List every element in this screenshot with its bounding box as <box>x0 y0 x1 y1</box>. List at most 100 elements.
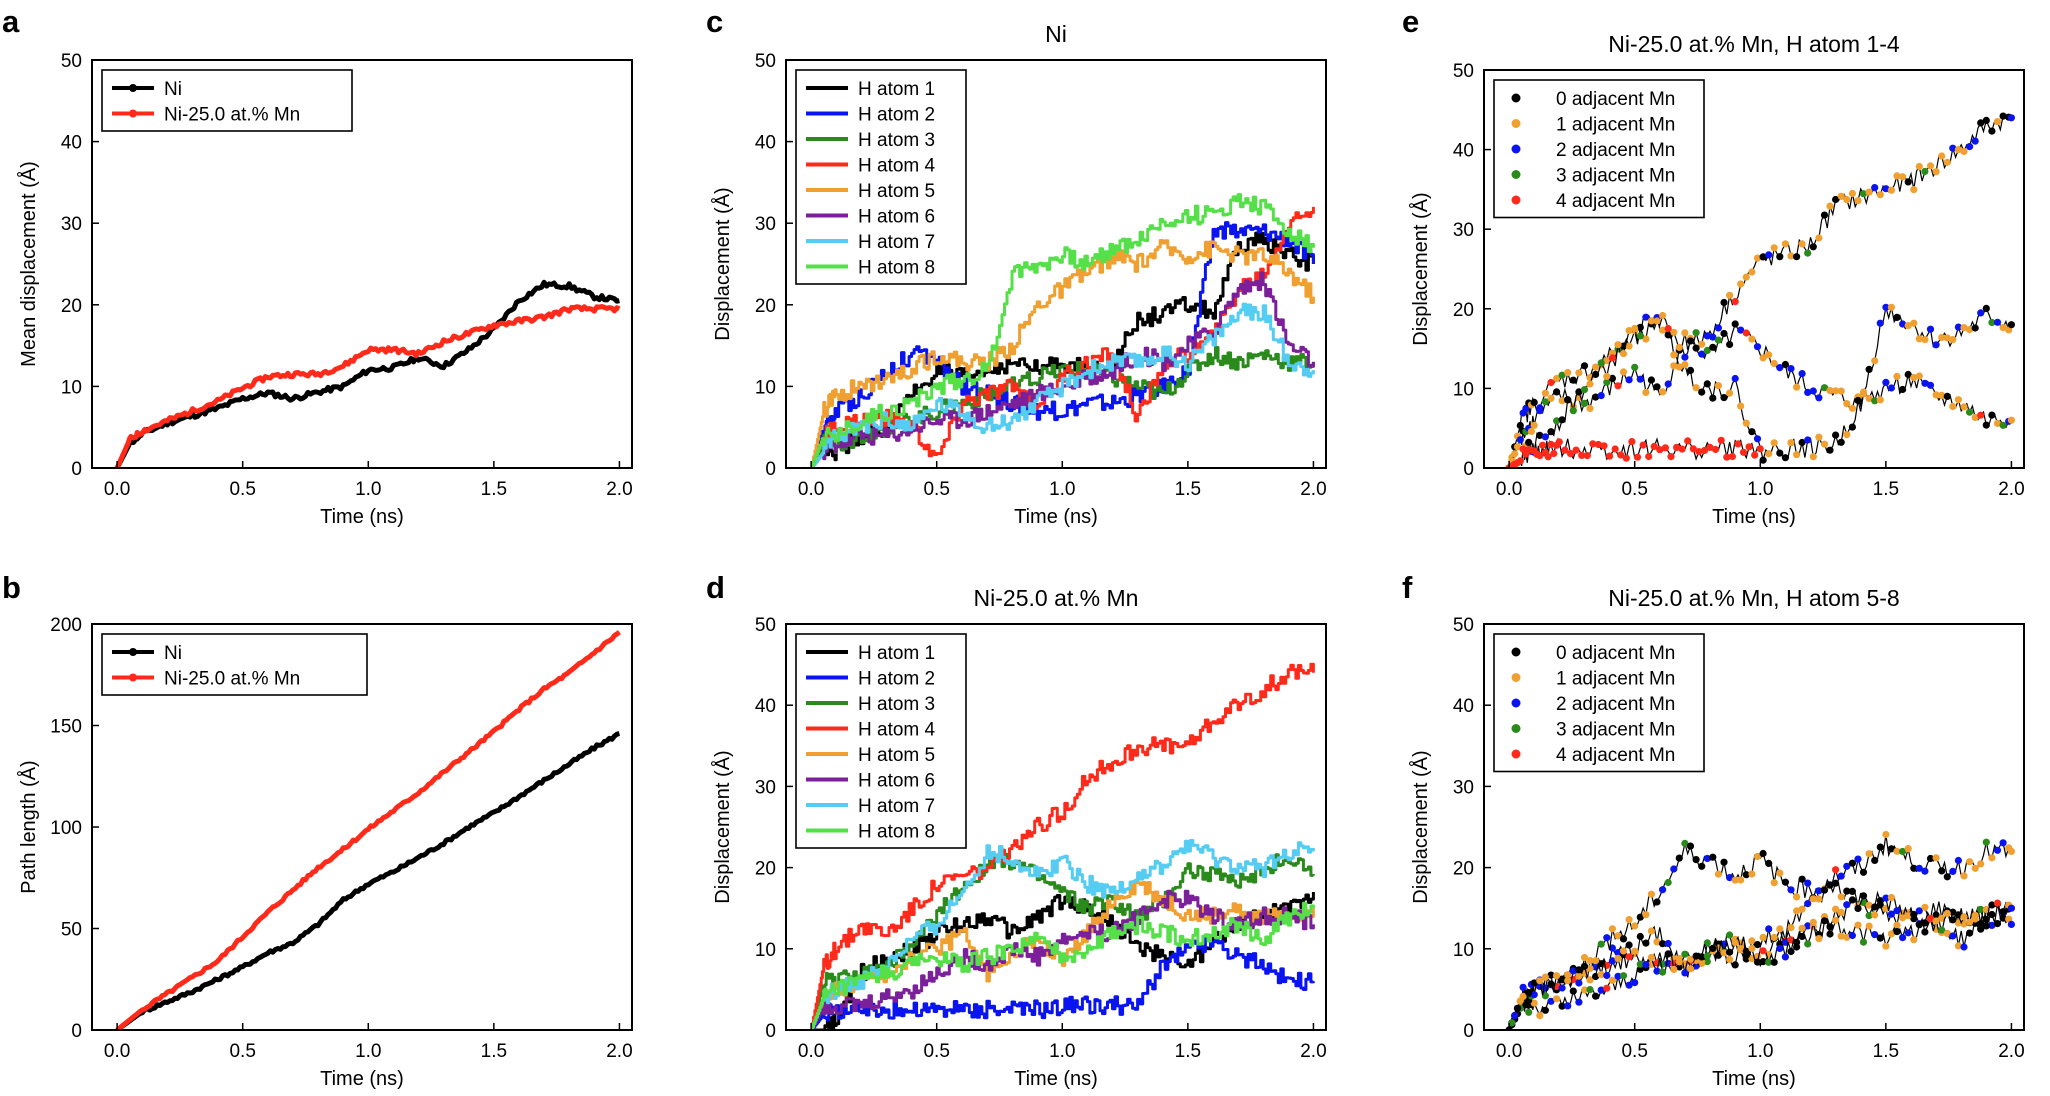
data-point <box>1753 435 1762 443</box>
data-point <box>1592 972 1600 981</box>
data-point <box>1854 904 1862 913</box>
data-point <box>1536 977 1544 985</box>
data-point <box>1982 838 1990 846</box>
data-point <box>1865 394 1873 402</box>
legend-label: H atom 6 <box>858 771 935 792</box>
y-tick-label: 30 <box>1453 220 1474 241</box>
data-point <box>1709 944 1717 953</box>
y-tick-label: 30 <box>1453 777 1474 798</box>
data-point <box>1642 335 1650 343</box>
legend-label: H atom 3 <box>858 130 935 151</box>
data-point <box>1988 901 1996 909</box>
legend-marker <box>1511 749 1521 759</box>
data-point <box>1681 950 1689 958</box>
data-point <box>1887 186 1895 194</box>
legend-marker <box>129 648 137 656</box>
data-point <box>1742 871 1750 879</box>
data-point <box>2007 114 2015 122</box>
data-point <box>1580 386 1589 394</box>
data-point <box>1575 966 1583 974</box>
data-point <box>1653 383 1661 391</box>
data-point <box>1692 329 1700 337</box>
data-point <box>1742 329 1750 337</box>
data-point <box>1809 243 1817 251</box>
data-point <box>1519 983 1527 991</box>
data-point <box>1625 981 1633 989</box>
data-point <box>1859 390 1868 398</box>
data-point <box>1653 967 1661 975</box>
data-point <box>1617 451 1625 459</box>
data-point <box>1742 419 1750 427</box>
data-point <box>1804 879 1812 887</box>
data-point <box>1876 843 1884 851</box>
data-point <box>1893 372 1901 380</box>
data-point <box>1530 398 1538 406</box>
data-point <box>1804 900 1812 908</box>
data-point <box>1667 453 1675 461</box>
data-point <box>1865 365 1873 373</box>
x-tick-label: 2.0 <box>1300 1041 1326 1062</box>
data-point <box>1781 938 1789 946</box>
data-point <box>1910 319 1918 327</box>
legend-label: H atom 1 <box>858 643 935 664</box>
legend-label: H atom 8 <box>858 258 935 279</box>
data-point <box>1848 931 1856 940</box>
series-line-h-atom-8 <box>810 901 1315 1030</box>
legend-marker <box>1511 195 1521 205</box>
x-tick-label: 2.0 <box>1300 479 1326 500</box>
data-point <box>1516 436 1524 444</box>
data-point <box>1628 438 1636 446</box>
data-point <box>1703 958 1711 966</box>
data-point <box>1837 438 1845 446</box>
data-point <box>1553 972 1561 980</box>
data-point <box>1798 905 1806 913</box>
data-point <box>1999 421 2007 429</box>
y-tick-label: 40 <box>1453 696 1474 717</box>
data-point <box>1608 354 1616 362</box>
data-point <box>1575 972 1583 980</box>
data-point <box>1603 378 1611 386</box>
data-point <box>1592 363 1600 371</box>
data-point <box>1580 962 1589 970</box>
data-point <box>1731 298 1739 306</box>
data-point <box>1943 158 1951 166</box>
series-line-ni <box>115 731 620 1030</box>
data-point <box>1793 383 1801 391</box>
x-tick-label: 2.0 <box>606 479 632 500</box>
data-point <box>1597 986 1605 994</box>
x-tick-label: 1.5 <box>1873 1041 1899 1062</box>
data-point <box>1848 423 1856 431</box>
data-point <box>1720 298 1728 307</box>
data-point <box>1513 443 1522 451</box>
x-axis-label: Time (ns) <box>320 506 404 528</box>
data-point <box>1614 341 1622 349</box>
data-point <box>1882 378 1890 386</box>
data-point <box>1815 935 1823 943</box>
data-point <box>1709 333 1717 341</box>
panel-d: d Ni-25.0 at.% Mn 0.0 0.5 1.0 1.5 2.0 0 10 20 30 40… <box>706 570 1327 1090</box>
data-point <box>1915 921 1923 929</box>
data-point <box>1820 384 1829 392</box>
data-point <box>1647 927 1655 935</box>
data-point <box>1798 875 1806 883</box>
data-point <box>1553 417 1561 425</box>
data-point <box>1954 323 1962 331</box>
data-point <box>1541 433 1549 441</box>
data-point <box>1982 304 1990 312</box>
data-point <box>1703 346 1711 354</box>
data-point <box>1553 374 1561 383</box>
legend-label: Ni-25.0 at.% Mn <box>164 669 300 690</box>
data-point <box>1854 396 1862 405</box>
y-tick-label: 40 <box>755 133 776 154</box>
data-point <box>1664 939 1672 948</box>
data-point <box>1586 380 1594 388</box>
x-tick-label: 2.0 <box>606 1041 632 1062</box>
y-tick-label: 0 <box>765 1021 776 1042</box>
data-point <box>1932 911 1940 919</box>
axes-frame <box>785 59 1327 469</box>
data-point <box>1580 986 1589 994</box>
data-point <box>1865 912 1873 920</box>
data-point <box>1809 918 1817 927</box>
data-point <box>1525 989 1533 997</box>
legend-label: H atom 2 <box>858 669 935 690</box>
